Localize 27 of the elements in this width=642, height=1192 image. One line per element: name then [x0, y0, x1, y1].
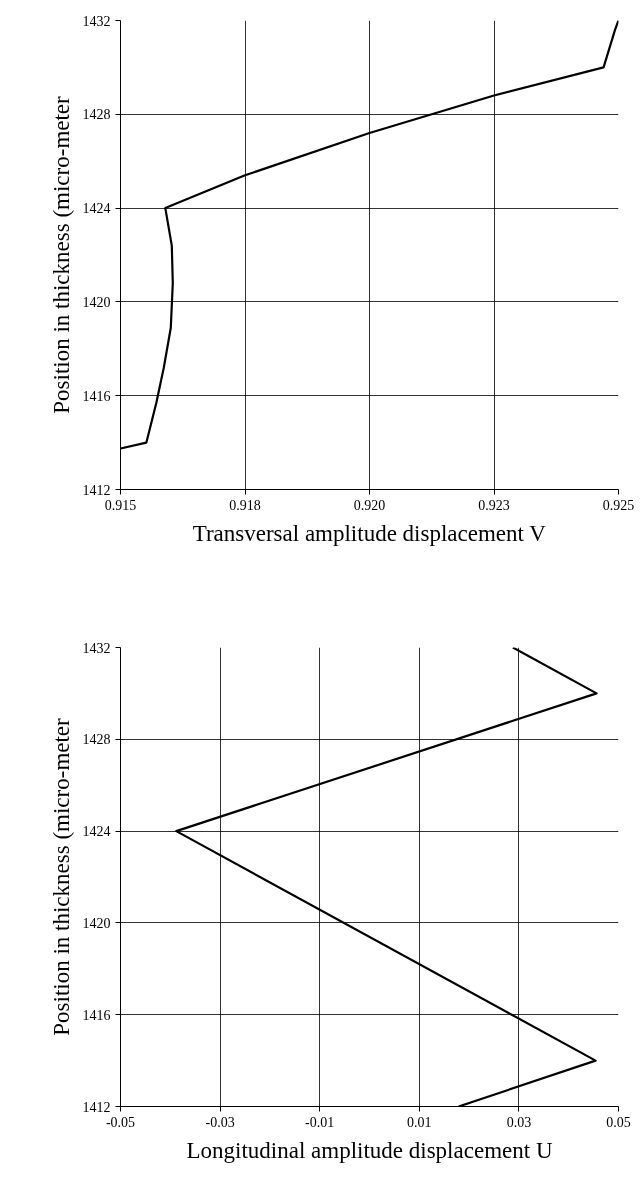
- x-tick-label: 0.925: [602, 497, 635, 513]
- x-axis-title: Longitudinal amplitude displacement U: [186, 1137, 553, 1163]
- y-tick-label: 1412: [82, 1099, 111, 1115]
- y-axis-title: Position in thickness (micro-meter: [48, 95, 74, 414]
- x-tick-label: 0.915: [104, 497, 137, 513]
- x-tick-label: 0.05: [606, 1114, 631, 1130]
- x-tick-label: -0.05: [105, 1114, 136, 1130]
- y-tick-label: 1412: [82, 482, 111, 498]
- x-tick-label: -0.01: [305, 1114, 335, 1130]
- x-tick-label: 0.923: [478, 497, 510, 513]
- y-axis-title: Position in thickness (micro-meter: [48, 717, 74, 1036]
- y-tick-label: 1424: [82, 201, 111, 217]
- x-tick-label: 0.920: [353, 497, 386, 513]
- x-axis-title: Transversal amplitude displacement V: [192, 520, 547, 546]
- y-tick-label: 1432: [82, 13, 111, 29]
- y-tick-label: 1420: [82, 915, 111, 931]
- y-tick-label: 1424: [82, 824, 111, 840]
- x-tick-label: 0.918: [229, 497, 261, 513]
- y-tick-label: 1420: [82, 294, 111, 310]
- y-tick-label: 1428: [82, 107, 111, 123]
- x-tick-label: 0.03: [506, 1114, 532, 1130]
- x-tick-label: -0.03: [205, 1114, 235, 1130]
- x-tick-label: 0.01: [407, 1114, 432, 1130]
- y-tick-label: 1416: [82, 1007, 111, 1023]
- y-tick-label: 1432: [82, 640, 111, 656]
- y-tick-label: 1416: [82, 388, 111, 404]
- y-tick-label: 1428: [82, 732, 111, 748]
